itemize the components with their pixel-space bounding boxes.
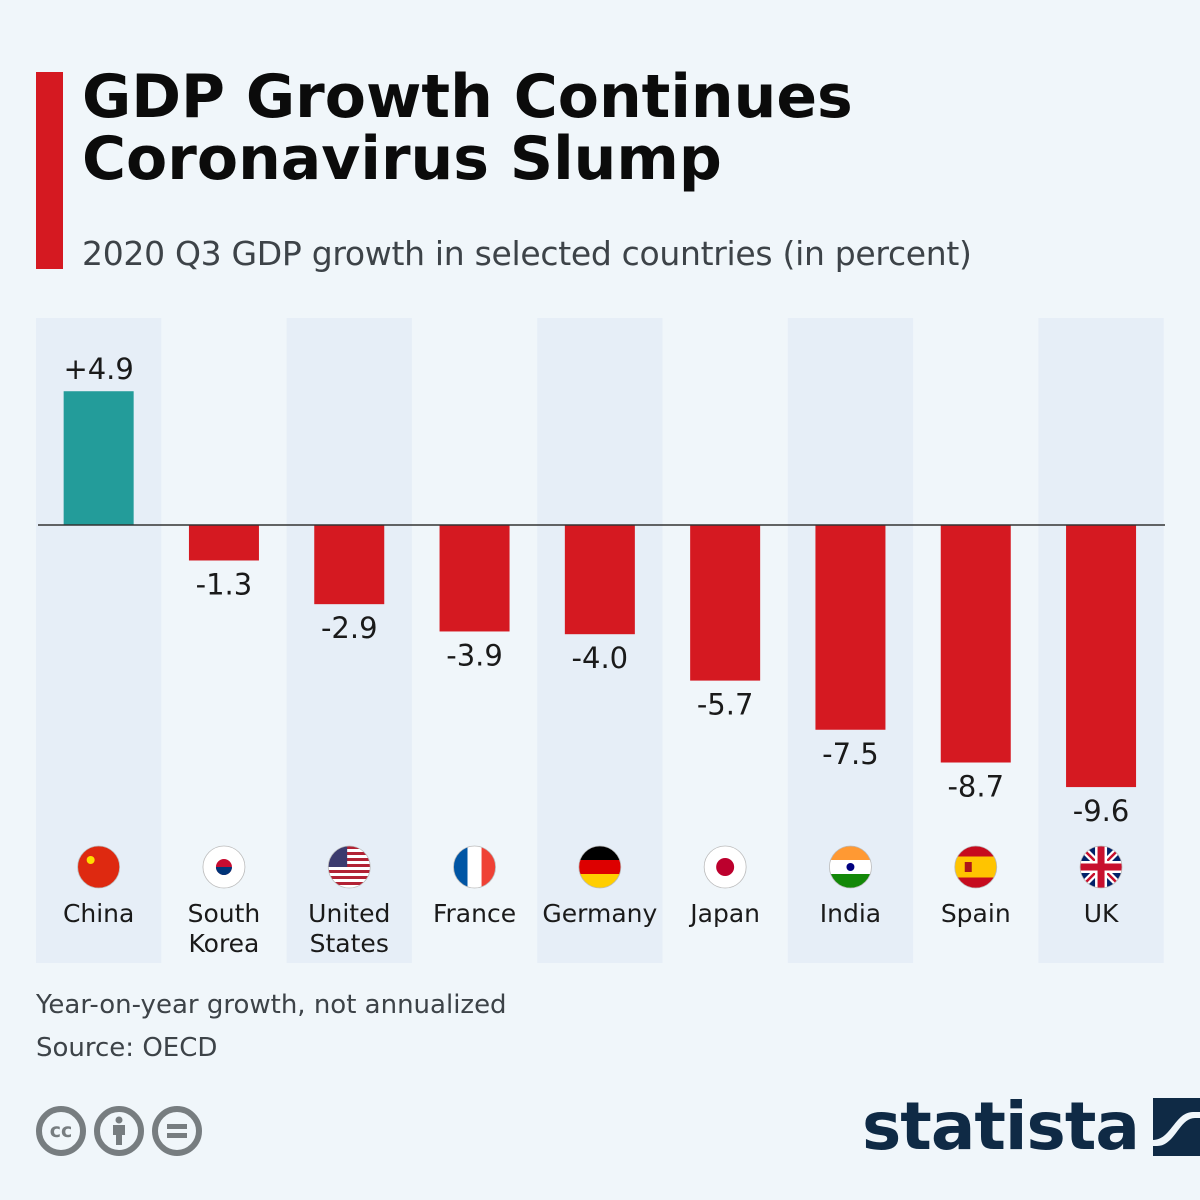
south-korea-flag-icon (202, 845, 246, 889)
bar-spain (940, 525, 1011, 763)
bar-germany (564, 525, 635, 635)
data-label: +4.9 (63, 352, 133, 386)
category-label: South (188, 899, 261, 928)
uk-flag-icon (1079, 845, 1123, 889)
category-label: United (308, 899, 390, 928)
category-label: Spain (941, 899, 1011, 928)
data-label: -2.9 (321, 611, 378, 645)
spain-flag-icon (954, 845, 998, 889)
data-label: -1.3 (196, 567, 253, 601)
category-label: India (820, 899, 881, 928)
source-note: Source: OECD (36, 1033, 218, 1063)
statista-logo-icon (1152, 1098, 1200, 1156)
category-label: Japan (688, 899, 760, 928)
data-label: -4.0 (572, 641, 629, 675)
chart-title: GDP Growth Continues Coronavirus Slump (82, 66, 853, 190)
footnote: Year-on-year growth, not annualized (36, 990, 507, 1020)
category-label: UK (1084, 899, 1119, 928)
title-line-2: Coronavirus Slump (82, 124, 722, 194)
license-icons: cc (36, 1106, 202, 1156)
statista-logo[interactable]: statista (862, 1092, 1200, 1162)
cc-icon[interactable]: cc (36, 1106, 86, 1156)
category-label: France (433, 899, 516, 928)
bar-india (815, 525, 886, 730)
person-glyph (113, 1116, 125, 1145)
statista-wordmark: statista (862, 1088, 1140, 1165)
united-states-flag-icon (327, 845, 371, 889)
bar-japan (690, 525, 761, 681)
category-label: States (310, 929, 389, 958)
cc-icon-label: cc (49, 1120, 73, 1142)
category-label: Germany (542, 899, 657, 928)
data-label: -3.9 (446, 638, 503, 672)
germany-flag-icon (578, 845, 622, 889)
bar-china (63, 391, 134, 525)
no-derivatives-icon[interactable] (152, 1106, 202, 1156)
japan-flag-icon (703, 845, 747, 889)
equals-glyph (167, 1124, 187, 1138)
title-accent-bar (36, 72, 63, 269)
india-flag-icon (829, 845, 872, 889)
bar-uk (1066, 525, 1137, 788)
bar-france (439, 525, 510, 632)
data-label: -8.7 (947, 770, 1004, 804)
data-label: -7.5 (822, 737, 879, 771)
category-label: Korea (189, 929, 260, 958)
attribution-icon[interactable] (94, 1106, 144, 1156)
category-label: China (63, 899, 134, 928)
data-label: -5.7 (697, 688, 754, 722)
chart-subtitle: 2020 Q3 GDP growth in selected countries… (82, 234, 972, 273)
title-line-1: GDP Growth Continues (82, 62, 853, 132)
data-label: -9.6 (1073, 794, 1130, 828)
bar-south-korea (188, 525, 259, 561)
bar-united-states (314, 525, 385, 605)
france-flag-icon (453, 845, 496, 889)
china-flag-icon (77, 845, 121, 889)
